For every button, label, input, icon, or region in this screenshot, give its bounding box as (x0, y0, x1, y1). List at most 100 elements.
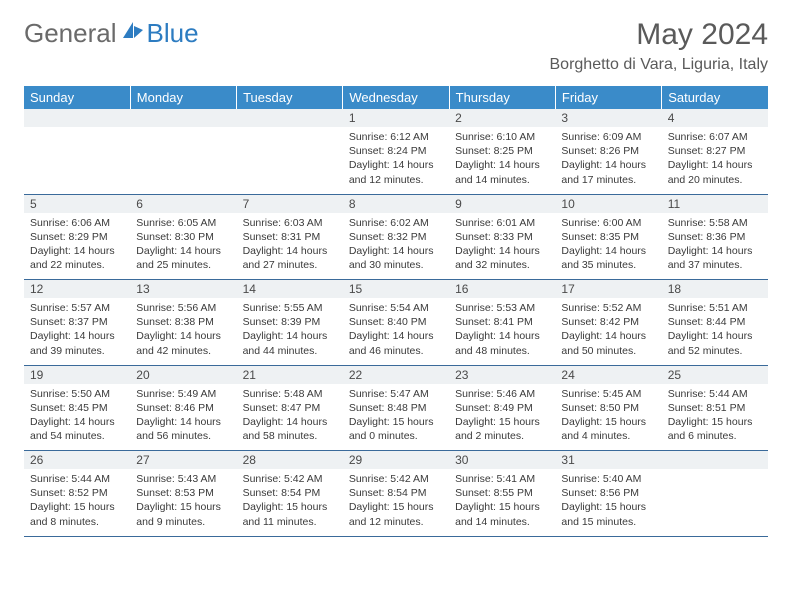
daylight-text: Daylight: 14 hours and 25 minutes. (136, 244, 230, 272)
daylight-text: Daylight: 14 hours and 32 minutes. (455, 244, 549, 272)
day-content-cell: Sunrise: 5:42 AMSunset: 8:54 PMDaylight:… (343, 469, 449, 536)
day-content-cell: Sunrise: 5:50 AMSunset: 8:45 PMDaylight:… (24, 384, 130, 451)
day-number-cell: 3 (555, 109, 661, 127)
daylight-text: Daylight: 14 hours and 39 minutes. (30, 329, 124, 357)
sunrise-text: Sunrise: 6:10 AM (455, 130, 549, 144)
sunrise-text: Sunrise: 5:44 AM (30, 472, 124, 486)
sunset-text: Sunset: 8:37 PM (30, 315, 124, 329)
day-number-cell: 23 (449, 365, 555, 384)
day-number-cell: 12 (24, 280, 130, 299)
day-number-cell: 19 (24, 365, 130, 384)
day-number-cell: 14 (237, 280, 343, 299)
month-title: May 2024 (550, 18, 769, 52)
day-content-row: Sunrise: 5:44 AMSunset: 8:52 PMDaylight:… (24, 469, 768, 536)
sunset-text: Sunset: 8:52 PM (30, 486, 124, 500)
day-content-cell: Sunrise: 5:45 AMSunset: 8:50 PMDaylight:… (555, 384, 661, 451)
sunrise-text: Sunrise: 6:01 AM (455, 216, 549, 230)
sunrise-text: Sunrise: 6:00 AM (561, 216, 655, 230)
daylight-text: Daylight: 14 hours and 50 minutes. (561, 329, 655, 357)
day-number-cell (237, 109, 343, 127)
sunset-text: Sunset: 8:25 PM (455, 144, 549, 158)
day-content-cell: Sunrise: 5:54 AMSunset: 8:40 PMDaylight:… (343, 298, 449, 365)
day-number-row: 567891011 (24, 194, 768, 213)
sunrise-text: Sunrise: 5:56 AM (136, 301, 230, 315)
header: General Blue May 2024 Borghetto di Vara,… (0, 0, 792, 78)
day-content-cell (662, 469, 768, 536)
day-number-cell: 24 (555, 365, 661, 384)
sunset-text: Sunset: 8:41 PM (455, 315, 549, 329)
sunset-text: Sunset: 8:33 PM (455, 230, 549, 244)
daylight-text: Daylight: 14 hours and 20 minutes. (668, 158, 762, 186)
day-content-cell (130, 127, 236, 194)
sunrise-text: Sunrise: 5:50 AM (30, 387, 124, 401)
day-content-cell: Sunrise: 6:05 AMSunset: 8:30 PMDaylight:… (130, 213, 236, 280)
sunset-text: Sunset: 8:48 PM (349, 401, 443, 415)
sunrise-text: Sunrise: 5:51 AM (668, 301, 762, 315)
day-content-cell: Sunrise: 5:44 AMSunset: 8:52 PMDaylight:… (24, 469, 130, 536)
sunrise-text: Sunrise: 6:03 AM (243, 216, 337, 230)
sunset-text: Sunset: 8:54 PM (349, 486, 443, 500)
daylight-text: Daylight: 14 hours and 44 minutes. (243, 329, 337, 357)
day-number-row: 262728293031 (24, 451, 768, 470)
day-header: Saturday (662, 86, 768, 109)
sunset-text: Sunset: 8:54 PM (243, 486, 337, 500)
day-number-cell: 7 (237, 194, 343, 213)
day-content-cell: Sunrise: 6:01 AMSunset: 8:33 PMDaylight:… (449, 213, 555, 280)
day-content-cell: Sunrise: 5:43 AMSunset: 8:53 PMDaylight:… (130, 469, 236, 536)
sunrise-text: Sunrise: 5:48 AM (243, 387, 337, 401)
sunset-text: Sunset: 8:44 PM (668, 315, 762, 329)
day-number-cell: 11 (662, 194, 768, 213)
sunset-text: Sunset: 8:32 PM (349, 230, 443, 244)
sunrise-text: Sunrise: 6:09 AM (561, 130, 655, 144)
sail-icon (121, 20, 145, 47)
day-content-cell: Sunrise: 5:52 AMSunset: 8:42 PMDaylight:… (555, 298, 661, 365)
sunrise-text: Sunrise: 5:43 AM (136, 472, 230, 486)
sunset-text: Sunset: 8:31 PM (243, 230, 337, 244)
day-content-row: Sunrise: 5:50 AMSunset: 8:45 PMDaylight:… (24, 384, 768, 451)
sunrise-text: Sunrise: 5:41 AM (455, 472, 549, 486)
day-content-cell: Sunrise: 5:58 AMSunset: 8:36 PMDaylight:… (662, 213, 768, 280)
sunrise-text: Sunrise: 5:54 AM (349, 301, 443, 315)
day-content-cell: Sunrise: 5:44 AMSunset: 8:51 PMDaylight:… (662, 384, 768, 451)
daylight-text: Daylight: 14 hours and 58 minutes. (243, 415, 337, 443)
title-block: May 2024 Borghetto di Vara, Liguria, Ita… (550, 18, 769, 74)
sunrise-text: Sunrise: 5:52 AM (561, 301, 655, 315)
day-content-cell: Sunrise: 6:00 AMSunset: 8:35 PMDaylight:… (555, 213, 661, 280)
daylight-text: Daylight: 14 hours and 42 minutes. (136, 329, 230, 357)
day-number-cell: 1 (343, 109, 449, 127)
day-number-cell: 29 (343, 451, 449, 470)
sunrise-text: Sunrise: 5:46 AM (455, 387, 549, 401)
day-content-cell: Sunrise: 6:03 AMSunset: 8:31 PMDaylight:… (237, 213, 343, 280)
sunrise-text: Sunrise: 6:07 AM (668, 130, 762, 144)
sunset-text: Sunset: 8:30 PM (136, 230, 230, 244)
sunrise-text: Sunrise: 5:53 AM (455, 301, 549, 315)
sunrise-text: Sunrise: 5:47 AM (349, 387, 443, 401)
day-number-cell: 20 (130, 365, 236, 384)
day-content-cell: Sunrise: 5:40 AMSunset: 8:56 PMDaylight:… (555, 469, 661, 536)
day-content-cell: Sunrise: 6:12 AMSunset: 8:24 PMDaylight:… (343, 127, 449, 194)
logo-text-blue: Blue (147, 18, 199, 49)
day-number-cell: 21 (237, 365, 343, 384)
day-number-cell: 5 (24, 194, 130, 213)
day-content-cell: Sunrise: 5:53 AMSunset: 8:41 PMDaylight:… (449, 298, 555, 365)
day-content-cell: Sunrise: 5:47 AMSunset: 8:48 PMDaylight:… (343, 384, 449, 451)
day-number-cell: 9 (449, 194, 555, 213)
sunrise-text: Sunrise: 5:42 AM (349, 472, 443, 486)
sunset-text: Sunset: 8:53 PM (136, 486, 230, 500)
day-content-cell: Sunrise: 5:48 AMSunset: 8:47 PMDaylight:… (237, 384, 343, 451)
calendar-table: Sunday Monday Tuesday Wednesday Thursday… (24, 86, 768, 537)
daylight-text: Daylight: 15 hours and 6 minutes. (668, 415, 762, 443)
sunrise-text: Sunrise: 6:02 AM (349, 216, 443, 230)
daylight-text: Daylight: 15 hours and 4 minutes. (561, 415, 655, 443)
day-header: Wednesday (343, 86, 449, 109)
day-content-row: Sunrise: 6:06 AMSunset: 8:29 PMDaylight:… (24, 213, 768, 280)
daylight-text: Daylight: 14 hours and 30 minutes. (349, 244, 443, 272)
day-number-cell: 27 (130, 451, 236, 470)
day-content-cell: Sunrise: 5:42 AMSunset: 8:54 PMDaylight:… (237, 469, 343, 536)
logo: General Blue (24, 18, 199, 49)
sunrise-text: Sunrise: 5:58 AM (668, 216, 762, 230)
daylight-text: Daylight: 14 hours and 56 minutes. (136, 415, 230, 443)
sunrise-text: Sunrise: 6:12 AM (349, 130, 443, 144)
daylight-text: Daylight: 14 hours and 14 minutes. (455, 158, 549, 186)
day-content-cell: Sunrise: 5:57 AMSunset: 8:37 PMDaylight:… (24, 298, 130, 365)
